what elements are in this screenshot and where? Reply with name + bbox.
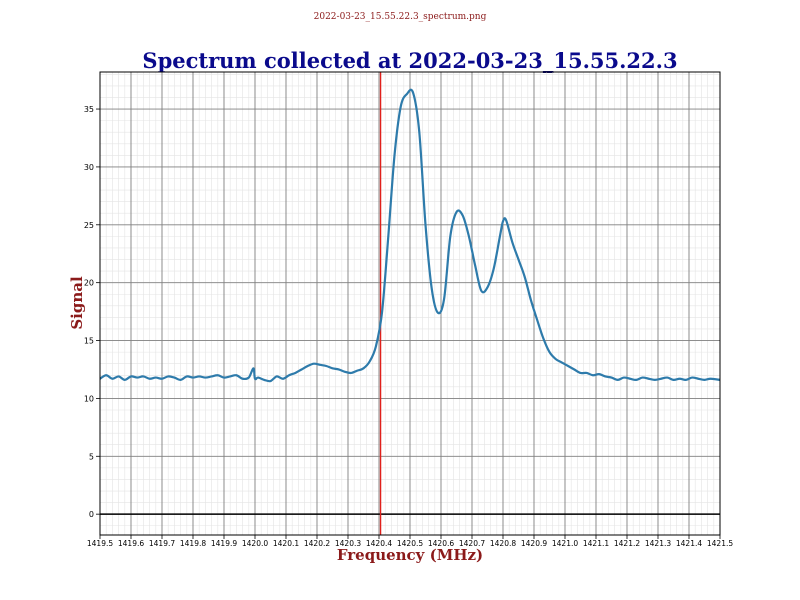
x-tick-label: 1421.3: [645, 539, 671, 548]
series-group: [99, 88, 721, 383]
y-axis-label: Signal: [68, 276, 86, 330]
x-tick-label: 1419.7: [149, 539, 175, 548]
x-tick-label: 1421.1: [583, 539, 609, 548]
x-axis-label: Frequency (MHz): [337, 546, 483, 564]
y-tick-label: 20: [84, 279, 94, 288]
x-tick-label: 1419.5: [87, 539, 113, 548]
x-tick-label: 1419.9: [211, 539, 237, 548]
y-tick-labels: 0 5 10 15 20 25 30 35: [84, 105, 100, 519]
x-tick-label: 1421.4: [676, 539, 702, 548]
x-tick-labels: 1419.5 1419.6 1419.7 1419.8 1419.9 1420.0 1420…: [87, 535, 733, 548]
y-tick-label: 35: [84, 105, 94, 114]
y-tick-label: 5: [89, 452, 94, 461]
x-tick-label: 1420.1: [273, 539, 299, 548]
x-tick-label: 1420.4: [366, 539, 392, 548]
file-label: 2022-03-23_15.55.22.3_spectrum.png: [314, 12, 487, 22]
x-tick-label: 1420.8: [490, 539, 516, 548]
x-tick-label: 1421.0: [552, 539, 578, 548]
major-grid: [99, 72, 721, 535]
x-tick-label: 1420.0: [242, 539, 268, 548]
x-tick-label: 1421.5: [707, 539, 733, 548]
series-line-0: [99, 88, 721, 383]
x-tick-label: 1420.5: [397, 539, 423, 548]
x-tick-label: 1419.6: [118, 539, 144, 548]
x-tick-label: 1420.6: [428, 539, 454, 548]
y-tick-label: 15: [84, 337, 94, 346]
x-tick-label: 1420.9: [521, 539, 547, 548]
x-tick-label: 1420.2: [304, 539, 330, 548]
x-tick-label: 1419.8: [180, 539, 206, 548]
x-tick-label: 1420.3: [335, 539, 361, 548]
x-tick-label: 1421.2: [614, 539, 640, 548]
x-tick-label: 1420.7: [459, 539, 485, 548]
y-tick-label: 25: [84, 221, 94, 230]
y-tick-label: 10: [84, 394, 94, 403]
y-tick-label: 0: [89, 510, 94, 519]
chart-title: Spectrum collected at 2022-03-23_15.55.2…: [142, 48, 677, 73]
y-tick-label: 30: [84, 163, 94, 172]
